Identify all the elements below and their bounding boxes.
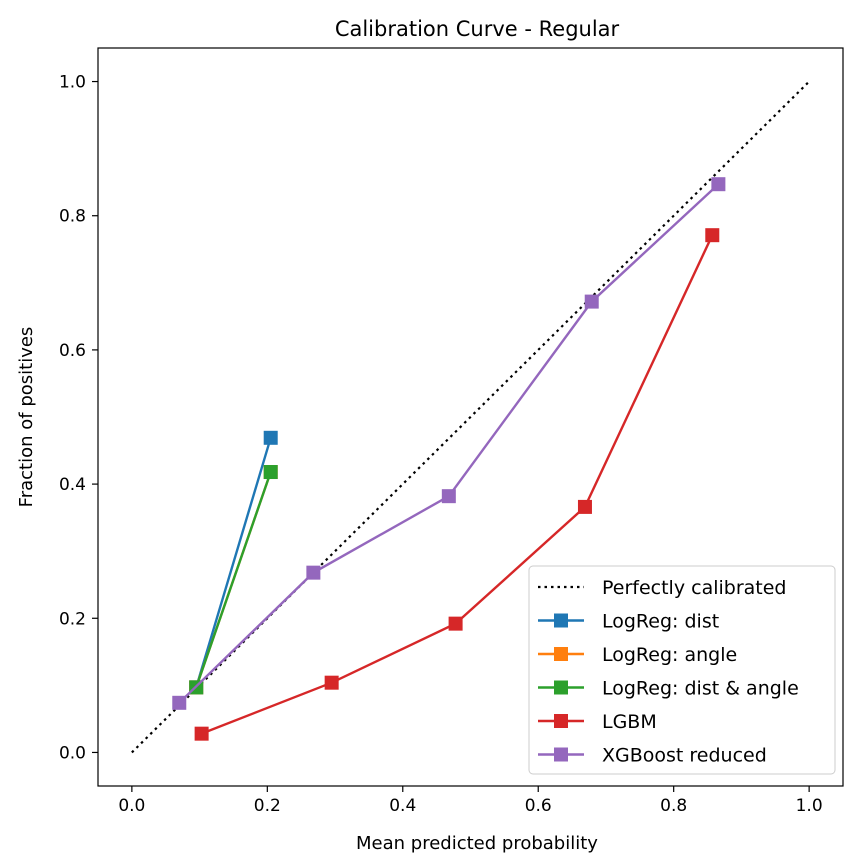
legend-swatch-marker [554, 747, 568, 762]
legend-swatch-marker [554, 680, 568, 695]
y-tick-label: 0.4 [59, 475, 86, 495]
ticks-layer: 0.0 0.2 0.4 0.6 0.8 1.0 0.0 0.2 0.4 0.6 0.8 1.0 [59, 73, 823, 816]
legend-swatch-marker [554, 613, 568, 628]
series-line [195, 437, 272, 688]
x-tick-label: 0.0 [118, 796, 145, 816]
legend-swatch-marker [554, 647, 568, 661]
legend-item: Perfectly calibrated [538, 577, 786, 599]
legend-label: XGBoost reduced [602, 745, 767, 767]
series-3 [194, 228, 720, 741]
series-point [577, 499, 592, 514]
y-axis-label: Fraction of positives [16, 327, 37, 508]
series-point [448, 616, 463, 631]
series-point [172, 695, 187, 710]
y-tick-label: 0.0 [59, 743, 86, 763]
series-point [263, 430, 278, 445]
legend-item: XGBoost reduced [538, 745, 767, 767]
series-point [306, 565, 321, 580]
series-point [194, 726, 209, 741]
marks-layer [131, 80, 810, 754]
x-axis-label: Mean predicted probability [356, 833, 598, 854]
chart-title: Calibration Curve - Regular [335, 17, 620, 41]
x-tick-label: 0.4 [389, 796, 416, 816]
reference-line [131, 80, 810, 754]
x-tick-label: 1.0 [796, 796, 823, 816]
x-tick-label: 0.8 [660, 796, 687, 816]
legend-item: LogReg: angle [538, 644, 737, 666]
y-tick-label: 0.8 [59, 207, 86, 227]
series-point [711, 177, 726, 192]
legend-items: Perfectly calibrated LogReg: dist LogReg: … [538, 577, 799, 767]
y-tick-label: 0.6 [59, 341, 86, 361]
plot-frame [97, 47, 844, 787]
series-point [584, 294, 599, 309]
series-4 [172, 177, 726, 710]
x-tick-label: 0.2 [254, 796, 281, 816]
x-tick-label: 0.6 [525, 796, 552, 816]
legend-label: Perfectly calibrated [602, 577, 786, 599]
legend-label: LogReg: angle [602, 644, 737, 666]
series-point [441, 489, 456, 504]
series-line [195, 471, 272, 688]
legend-box [528, 565, 836, 775]
legend-swatch-marker [554, 714, 568, 728]
legend: Perfectly calibrated LogReg: dist LogReg: … [528, 565, 836, 775]
legend-label: LogReg: dist & angle [602, 678, 799, 700]
legend-label: LGBM [602, 711, 657, 733]
series-point [324, 675, 339, 690]
legend-label: LogReg: dist [602, 611, 719, 633]
series-point [705, 228, 720, 243]
legend-item: LogReg: dist & angle [538, 678, 799, 700]
legend-item: LogReg: dist [538, 611, 719, 633]
series-point [263, 465, 278, 480]
y-tick-label: 0.2 [59, 609, 86, 629]
y-tick-label: 1.0 [59, 73, 86, 93]
legend-item: LGBM [538, 711, 657, 733]
